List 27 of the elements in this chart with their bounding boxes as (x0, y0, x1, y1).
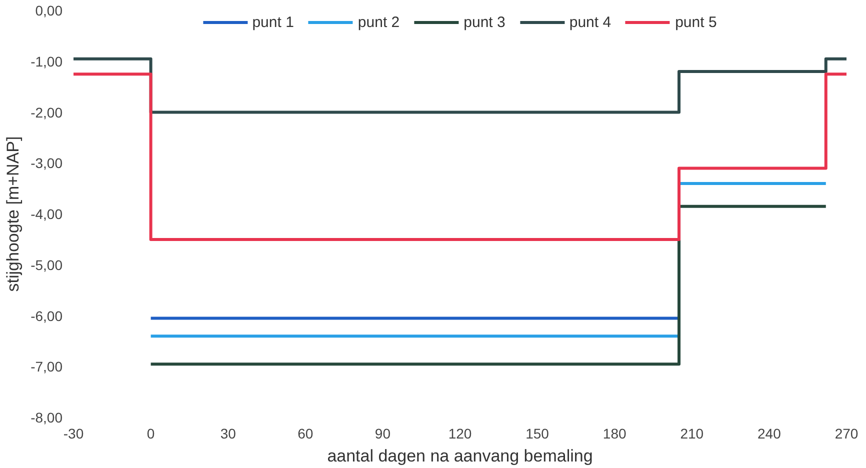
x-tick-label: 210 (680, 426, 704, 442)
y-tick-label: -6,00 (30, 308, 63, 324)
y-tick-label: -4,00 (30, 206, 63, 222)
y-tick-label: -2,00 (30, 104, 63, 120)
legend-label: punt 3 (464, 14, 506, 30)
x-tick-label: 150 (526, 426, 550, 442)
y-tick-label: -5,00 (30, 256, 63, 273)
x-tick-label: 90 (374, 426, 391, 442)
x-tick-label: 30 (220, 426, 236, 442)
x-axis-title: aantal dagen na aanvang bemaling (327, 446, 593, 466)
legend-label: punt 2 (358, 14, 400, 30)
x-tick-label: 270 (834, 426, 858, 442)
y-tick-label: -3,00 (30, 155, 63, 172)
legend-label: punt 5 (675, 14, 717, 30)
x-tick-label: 180 (602, 426, 626, 442)
y-axis-title: stijghoogte [m+NAP] (4, 136, 23, 292)
x-tick-label: 60 (298, 426, 314, 442)
y-tick-label: -7,00 (30, 358, 63, 375)
x-tick-label: 0 (146, 426, 155, 442)
y-tick-label: 0,00 (35, 2, 63, 18)
x-tick-label: -30 (63, 426, 84, 442)
x-tick-label: 240 (758, 426, 782, 442)
y-tick-label: -8,00 (30, 410, 63, 426)
legend-label: punt 1 (252, 14, 294, 30)
legend-label: punt 4 (569, 14, 612, 30)
y-tick-label: -1,00 (30, 53, 63, 70)
x-tick-label: 120 (448, 426, 472, 442)
